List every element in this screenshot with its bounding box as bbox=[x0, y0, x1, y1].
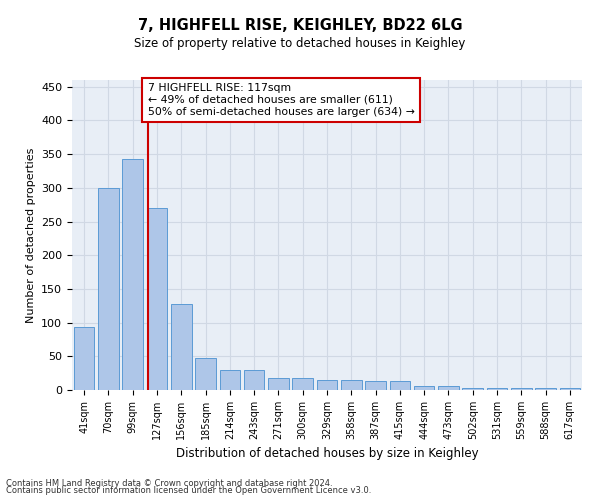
Bar bbox=[414, 386, 434, 390]
Bar bbox=[560, 388, 580, 390]
Bar bbox=[244, 370, 265, 390]
Bar bbox=[171, 304, 191, 390]
X-axis label: Distribution of detached houses by size in Keighley: Distribution of detached houses by size … bbox=[176, 448, 478, 460]
Bar bbox=[195, 358, 216, 390]
Bar bbox=[98, 188, 119, 390]
Text: Contains HM Land Registry data © Crown copyright and database right 2024.: Contains HM Land Registry data © Crown c… bbox=[6, 478, 332, 488]
Text: 7 HIGHFELL RISE: 117sqm
← 49% of detached houses are smaller (611)
50% of semi-d: 7 HIGHFELL RISE: 117sqm ← 49% of detache… bbox=[148, 84, 415, 116]
Bar bbox=[220, 370, 240, 390]
Text: Size of property relative to detached houses in Keighley: Size of property relative to detached ho… bbox=[134, 38, 466, 51]
Y-axis label: Number of detached properties: Number of detached properties bbox=[26, 148, 35, 322]
Bar bbox=[268, 378, 289, 390]
Bar bbox=[511, 388, 532, 390]
Bar bbox=[341, 380, 362, 390]
Bar bbox=[122, 159, 143, 390]
Bar bbox=[292, 378, 313, 390]
Bar bbox=[74, 328, 94, 390]
Bar bbox=[463, 388, 483, 390]
Bar bbox=[487, 388, 508, 390]
Bar bbox=[146, 208, 167, 390]
Bar bbox=[535, 388, 556, 390]
Bar bbox=[365, 381, 386, 390]
Text: 7, HIGHFELL RISE, KEIGHLEY, BD22 6LG: 7, HIGHFELL RISE, KEIGHLEY, BD22 6LG bbox=[137, 18, 463, 32]
Text: Contains public sector information licensed under the Open Government Licence v3: Contains public sector information licen… bbox=[6, 486, 371, 495]
Bar bbox=[438, 386, 459, 390]
Bar bbox=[317, 380, 337, 390]
Bar bbox=[389, 381, 410, 390]
